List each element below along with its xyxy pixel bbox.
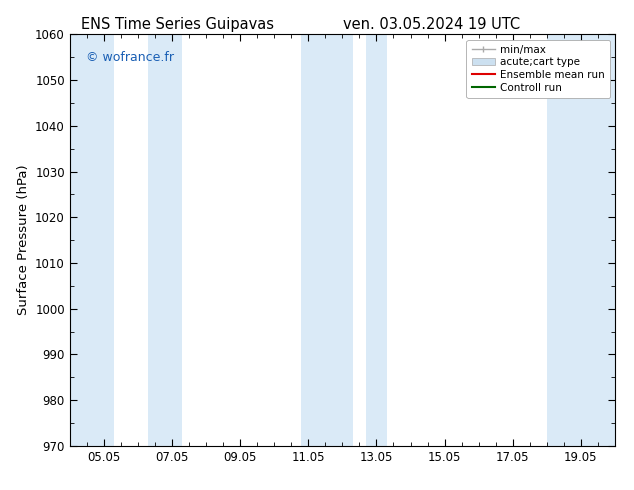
Y-axis label: Surface Pressure (hPa): Surface Pressure (hPa) (16, 165, 30, 316)
Legend: min/max, acute;cart type, Ensemble mean run, Controll run: min/max, acute;cart type, Ensemble mean … (467, 40, 610, 98)
Bar (302, 34, 353, 446)
Text: ENS Time Series Guipavas: ENS Time Series Guipavas (81, 17, 274, 32)
Bar (70, 34, 114, 446)
Bar (148, 34, 182, 446)
Text: ven. 03.05.2024 19 UTC: ven. 03.05.2024 19 UTC (342, 17, 520, 32)
Bar (547, 34, 615, 446)
Bar (366, 34, 387, 446)
Text: © wofrance.fr: © wofrance.fr (86, 51, 174, 64)
